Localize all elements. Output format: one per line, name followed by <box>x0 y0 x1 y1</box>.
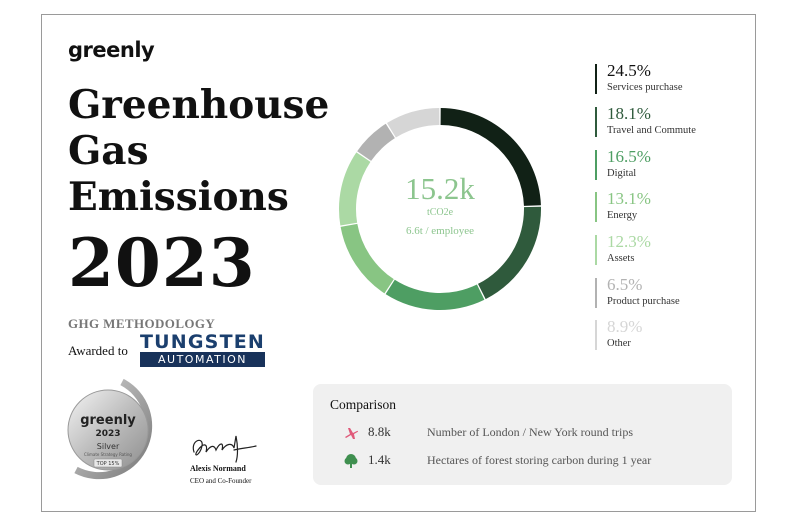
total-emissions-value: 15.2k <box>405 171 475 206</box>
donut-slice-product-purchase <box>357 123 395 161</box>
report-year: 2023 <box>68 224 256 302</box>
legend-percentage: 24.5% <box>607 61 651 80</box>
company-logo-line2: AUTOMATION <box>140 352 265 367</box>
badge-year: 2023 <box>95 429 120 439</box>
emissions-donut-chart <box>339 108 541 310</box>
legend-label: Digital <box>607 168 637 179</box>
badge-level: Silver <box>97 442 120 451</box>
donut-slice-energy <box>340 223 394 294</box>
greenly-logo: greenly <box>68 38 155 62</box>
title-line-3: Emissions <box>68 174 289 220</box>
comparison-title: Comparison <box>330 397 396 412</box>
legend-color-bar <box>595 320 597 350</box>
legend-item-digital: 16.5% Digital <box>595 147 745 182</box>
legend-percentage: 12.3% <box>607 232 651 251</box>
title-line-1: Greenhouse <box>68 82 330 128</box>
legend-percentage: 8.9% <box>607 317 643 336</box>
legend-item-services-purchase: 24.5% Services purchase <box>595 61 745 96</box>
donut-slice-assets <box>339 152 371 226</box>
legend-label: Product purchase <box>607 296 680 307</box>
legend-label: Energy <box>607 210 638 221</box>
legend-color-bar <box>595 192 597 222</box>
legend-label: Services purchase <box>607 82 683 93</box>
badge-brand: greenly <box>80 413 136 428</box>
signatory-name: Alexis Normand <box>190 464 246 473</box>
title-line-2: Gas <box>68 128 149 174</box>
legend-item-energy: 13.1% Energy <box>595 189 745 224</box>
legend-color-bar <box>595 64 597 94</box>
legend-color-bar <box>595 278 597 308</box>
comparison-row-forest: 1.4k Hectares of forest storing carbon d… <box>343 452 723 472</box>
donut-slice-services-purchase <box>440 108 541 206</box>
legend-item-product-purchase: 6.5% Product purchase <box>595 275 745 310</box>
legend-percentage: 16.5% <box>607 147 651 166</box>
comparison-value-flights: 8.8k <box>368 424 391 439</box>
legend-item-assets: 12.3% Assets <box>595 232 745 267</box>
comparison-value-forest: 1.4k <box>368 452 391 467</box>
total-emissions-unit: tCO2e <box>426 207 454 218</box>
per-employee-value: 6.6t / employee <box>405 225 475 237</box>
legend-percentage: 6.5% <box>607 275 643 294</box>
comparison-text-forest: Hectares of forest storing carbon during… <box>427 453 652 467</box>
legend-label: Other <box>607 338 631 349</box>
signature-scribble <box>192 435 257 463</box>
legend-item-other: 8.9% Other <box>595 317 745 352</box>
legend-percentage: 13.1% <box>607 189 651 208</box>
tree-icon <box>344 454 358 468</box>
legend-label: Travel and Commute <box>607 125 696 136</box>
comparison-text-flights: Number of London / New York round trips <box>427 425 633 439</box>
comparison-panel: Comparison 8.8k Number of London / New Y… <box>313 384 732 485</box>
badge-rank: TOP 15% <box>96 461 120 467</box>
awarded-to-label: Awarded to <box>68 343 128 358</box>
company-logo: TUNGSTEN AUTOMATION <box>140 333 265 367</box>
legend-color-bar <box>595 150 597 180</box>
rating-badge: greenly 2023 Silver Climate Strategy Rat… <box>67 378 153 480</box>
methodology-label: GHG METHODOLOGY <box>68 316 216 331</box>
company-logo-line1: TUNGSTEN <box>140 331 266 353</box>
legend-percentage: 18.1% <box>607 104 651 123</box>
badge-subtitle: Climate Strategy Rating <box>84 452 132 457</box>
comparison-row-flights: 8.8k Number of London / New York round t… <box>343 424 723 444</box>
page-title: Greenhouse Gas Emissions <box>68 82 330 220</box>
legend-item-travel-and-commute: 18.1% Travel and Commute <box>595 104 745 139</box>
donut-slice-digital <box>385 279 485 310</box>
signatory-role: CEO and Co-Founder <box>190 477 252 485</box>
donut-slice-travel-and-commute <box>477 206 541 300</box>
legend-label: Assets <box>607 253 635 264</box>
legend-color-bar <box>595 107 597 137</box>
donut-slice-other <box>386 108 440 138</box>
legend-color-bar <box>595 235 597 265</box>
airplane-icon <box>345 428 359 439</box>
